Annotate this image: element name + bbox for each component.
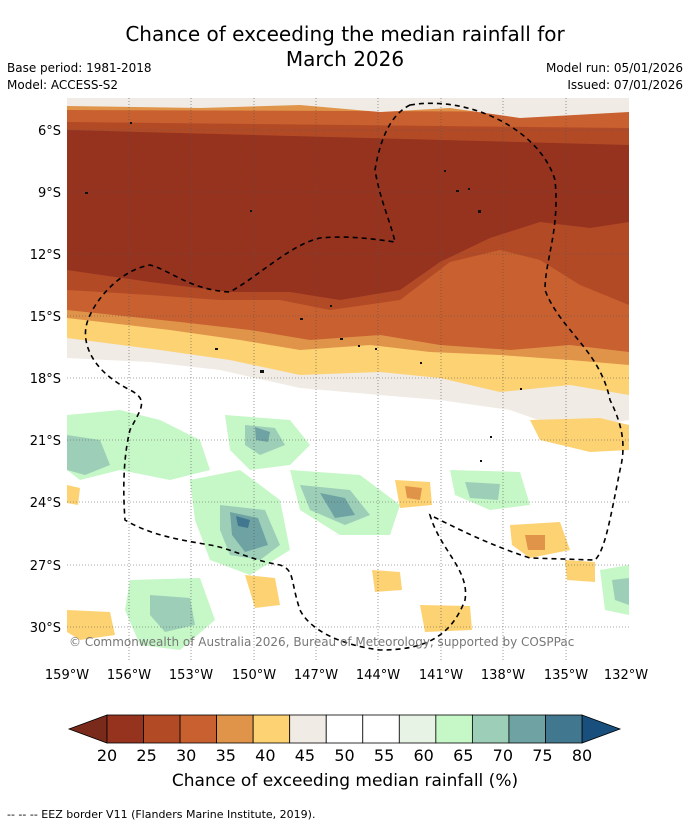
colorbar-tick-label: 65 (453, 746, 473, 765)
lat-label: 18°S (30, 372, 61, 387)
blue-patch-2 (255, 427, 270, 442)
lon-label: 141°W (419, 668, 463, 683)
colorbar-ticks: 20 25 30 35 40 45 50 55 60 65 70 75 80 (97, 746, 592, 765)
lon-label: 150°W (232, 668, 276, 683)
blue-patch-4 (320, 493, 355, 518)
eez-footnote: -- -- -- EEZ border V11 (Flanders Marine… (7, 808, 316, 821)
colorbar-title: Chance of exceeding median rainfall (%) (171, 771, 519, 791)
colorbar-high-arrow (581, 714, 622, 744)
lon-label: 156°W (107, 668, 151, 683)
lon-label: 159°W (45, 668, 89, 683)
yellow-blob-8 (565, 560, 595, 582)
title-line-1: Chance of exceeding the median rainfall … (125, 22, 565, 46)
colorbar-cell (398, 714, 437, 744)
teal-patch-1 (67, 435, 110, 475)
colorbar-cell (216, 714, 254, 744)
colorbar-cell (471, 714, 510, 744)
lat-label: 9°S (38, 186, 61, 201)
north-strip (67, 98, 629, 118)
lat-label: 21°S (30, 434, 61, 449)
lon-label: 135°W (544, 668, 588, 683)
band-20 (67, 130, 629, 300)
colorbar-tick-label: 60 (413, 746, 433, 765)
model-name: Model: ACCESS-S2 (7, 78, 119, 92)
teal-patch-7 (612, 578, 629, 605)
yellow-blob-6 (67, 610, 115, 640)
colorbar-tick-label: 80 (572, 746, 592, 765)
lon-label: 144°W (356, 668, 400, 683)
lon-label: 132°W (604, 668, 648, 683)
colorbar-cell (143, 714, 181, 744)
islands (85, 122, 522, 462)
colorbar-cell (362, 714, 400, 744)
colorbar-tick-label: 50 (334, 746, 354, 765)
base-period: Base period: 1981-2018 (7, 61, 152, 75)
map-plot-area (67, 98, 629, 661)
right-metadata: Model run: 05/01/2026 Issued: 07/01/2026 (546, 60, 683, 94)
colorbar-cell (252, 714, 291, 744)
colorbar-tick-label: 35 (216, 746, 236, 765)
colorbar-tick-label: 20 (97, 746, 117, 765)
colorbar-tick-label: 55 (374, 746, 394, 765)
latitude-labels: 6°S 9°S 12°S 15°S 18°S 21°S 24°S 27°S 30… (30, 124, 61, 636)
colorbar-cell (325, 714, 364, 744)
colorbar-tick-label: 25 (136, 746, 156, 765)
colorbar-cells (106, 714, 583, 744)
lat-label: 24°S (30, 496, 61, 511)
colorbar-cell (508, 714, 546, 744)
colorbar-cell (545, 714, 583, 744)
colorbar-tick-label: 70 (493, 746, 513, 765)
lat-label: 12°S (30, 248, 61, 263)
model-run: Model run: 05/01/2026 (545, 61, 683, 75)
lat-label: 30°S (30, 621, 61, 636)
lon-label: 153°W (169, 668, 213, 683)
graticule (67, 98, 629, 661)
colorbar-tick-label: 45 (295, 746, 315, 765)
colorbar-cell (289, 714, 327, 744)
lat-label: 27°S (30, 559, 61, 574)
orange-blob-3 (405, 486, 422, 500)
lat-label: 6°S (38, 124, 61, 139)
issued-date: Issued: 07/01/2026 (567, 78, 683, 92)
lon-label: 138°W (481, 668, 525, 683)
colorbar-cell (106, 714, 144, 744)
colorbar-cell (179, 714, 218, 744)
teal-patch-5 (465, 482, 500, 500)
yellow-blob-5 (372, 570, 402, 592)
colorbar-tick-label: 30 (176, 746, 196, 765)
yellow-blob-9 (67, 485, 80, 505)
colorbar: 20 25 30 35 40 45 50 55 60 65 70 75 80 (67, 714, 622, 765)
yellow-blob-1 (530, 418, 629, 452)
lon-label: 147°W (294, 668, 338, 683)
left-metadata: Base period: 1981-2018 Model: ACCESS-S2 (7, 60, 152, 94)
colorbar-cell (435, 714, 473, 744)
eez-border (84, 102, 624, 651)
orange-blob-2 (525, 535, 545, 550)
lat-label: 15°S (30, 310, 61, 325)
colorbar-tick-label: 40 (255, 746, 275, 765)
yellow-blob-7 (420, 605, 472, 632)
teal-patch-6 (150, 595, 195, 632)
colorbar-low-arrow (67, 714, 108, 744)
copyright-text: © Commonwealth of Australia 2026, Bureau… (69, 635, 574, 649)
longitude-labels: 159°W 156°W 153°W 150°W 147°W 144°W 141°… (45, 668, 648, 683)
dark-blue-patch-3 (236, 516, 250, 528)
colorbar-tick-label: 75 (532, 746, 552, 765)
map-title: Chance of exceeding the median rainfall … (0, 22, 690, 72)
title-line-2: March 2026 (285, 47, 405, 71)
